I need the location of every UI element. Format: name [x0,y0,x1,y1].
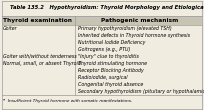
Text: Table 135.2   Hypothyroidism: Thyroid Morphology and Etiological Features ª: Table 135.2 Hypothyroidism: Thyroid Morp… [10,5,204,10]
Text: Pathogenic mechanism: Pathogenic mechanism [101,18,178,23]
Text: Normal, small, or absent Thyroid: Normal, small, or absent Thyroid [3,61,81,66]
Text: Secondary hypothyroidism (pituitary or hypothalamic dysfunction): Secondary hypothyroidism (pituitary or h… [78,89,204,94]
Bar [2,16,202,25]
Text: Radioiodide, surgical: Radioiodide, surgical [78,75,128,80]
Text: Primary hypothyroidism (elevated TSH): Primary hypothyroidism (elevated TSH) [78,26,172,31]
Text: Thyroid stimulating hormone: Thyroid stimulating hormone [78,61,147,66]
Text: Congenital thyroid absence: Congenital thyroid absence [78,82,143,87]
Text: Receptor Blocking Antibody: Receptor Blocking Antibody [78,68,144,73]
Text: "Injury" clue to thyroiditis: "Injury" clue to thyroiditis [78,54,139,59]
Text: Nutritional Iodide Deficiency: Nutritional Iodide Deficiency [78,40,145,45]
Text: Inherited defects in Thyroid hormone synthesis: Inherited defects in Thyroid hormone syn… [78,33,190,38]
Text: Goitrogens (e.g., PTU): Goitrogens (e.g., PTU) [78,47,130,52]
Text: Thyroid examination: Thyroid examination [3,18,72,23]
Text: ª  Insufficient Thyroid hormone with somatic manifestations.: ª Insufficient Thyroid hormone with soma… [3,99,132,103]
Text: Goiter: Goiter [3,26,18,31]
Text: Goiter with/without tenderness: Goiter with/without tenderness [3,54,77,59]
